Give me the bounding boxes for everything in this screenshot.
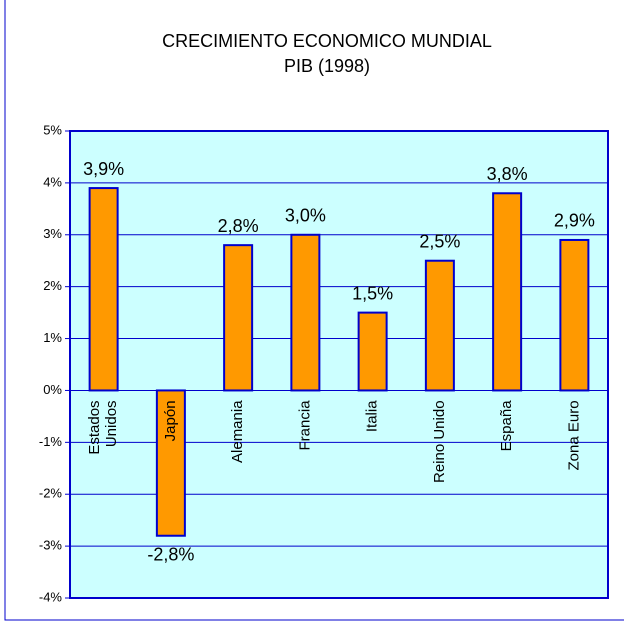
x-tick-label: Francia	[296, 400, 313, 451]
y-tick-label: 2%	[43, 278, 62, 293]
value-label: 3,8%	[487, 164, 528, 184]
bar	[155, 389, 186, 537]
y-tick-label: 3%	[43, 226, 62, 241]
x-tick-label: Zona Euro	[565, 400, 582, 470]
y-tick-label: 0%	[43, 382, 62, 397]
y-tick-label: -1%	[39, 434, 63, 449]
bar	[559, 238, 590, 392]
value-label: -2,8%	[147, 544, 194, 564]
bar	[290, 233, 321, 392]
plot-area	[70, 131, 608, 598]
bar	[424, 259, 455, 392]
x-tick-label: Reino Unido	[431, 400, 448, 483]
x-tick-label: Alemania	[229, 400, 246, 463]
x-tick-label: EstadosUnidos	[86, 400, 120, 454]
x-tick-label: Italia	[364, 400, 381, 432]
y-tick-label: 4%	[43, 174, 62, 189]
bar	[223, 244, 254, 392]
x-tick-label: España	[498, 400, 515, 452]
y-tick-label: -4%	[39, 589, 63, 604]
chart-title: CRECIMIENTO ECONOMICO MUNDIAL	[162, 31, 492, 51]
bar	[357, 311, 388, 392]
y-tick-label: -2%	[39, 486, 63, 501]
value-label: 2,9%	[554, 211, 595, 231]
value-label: 1,5%	[352, 283, 393, 303]
chart-subtitle: PIB (1998)	[284, 56, 370, 76]
value-label: 2,5%	[419, 231, 460, 251]
value-label: 2,8%	[218, 216, 259, 236]
bar	[492, 192, 523, 392]
y-tick-label: 1%	[43, 330, 62, 345]
bar	[88, 187, 119, 392]
value-label: 3,9%	[83, 159, 124, 179]
value-label: 3,0%	[285, 206, 326, 226]
y-tick-label: -3%	[39, 538, 63, 553]
x-tick-label: Japón	[162, 400, 179, 441]
y-tick-label: 5%	[43, 122, 62, 137]
plot-border	[69, 130, 609, 599]
